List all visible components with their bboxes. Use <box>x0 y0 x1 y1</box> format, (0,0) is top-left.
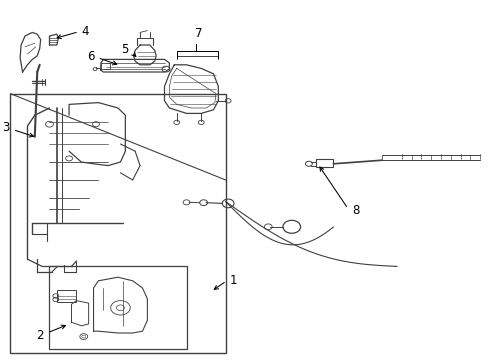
Text: 4: 4 <box>81 25 89 38</box>
Bar <box>10 94 226 353</box>
Bar <box>49 266 187 349</box>
Bar <box>316 159 333 167</box>
Bar <box>101 63 110 69</box>
Text: 7: 7 <box>195 27 202 40</box>
Text: 3: 3 <box>2 121 9 134</box>
Text: 5: 5 <box>122 43 129 56</box>
Text: 2: 2 <box>36 329 44 342</box>
Bar <box>57 290 76 302</box>
Text: 6: 6 <box>87 50 95 63</box>
Text: 1: 1 <box>230 274 237 287</box>
Text: 8: 8 <box>352 204 359 217</box>
